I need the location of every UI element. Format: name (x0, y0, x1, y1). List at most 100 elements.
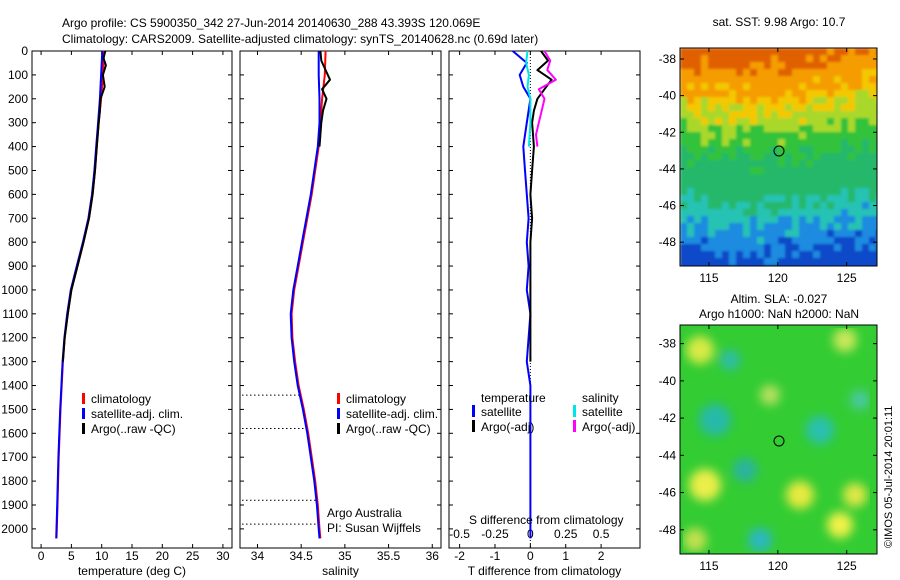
sst-cell (722, 195, 729, 202)
sst-cell (806, 160, 813, 167)
sst-cell (680, 223, 687, 230)
sst-cell (813, 55, 820, 62)
sst-cell (792, 195, 799, 202)
sst-cell (722, 83, 729, 90)
sst-cell (687, 195, 694, 202)
sst-cell (743, 125, 750, 132)
sst-cell (848, 118, 855, 125)
sst-cell (834, 237, 841, 244)
sst-cell (722, 118, 729, 125)
sst-cell (694, 188, 701, 195)
x-tick-label: 0 (38, 549, 45, 563)
sst-cell (736, 48, 743, 55)
sst-cell (848, 244, 855, 251)
sst-cell (813, 251, 820, 258)
sst-cell (736, 237, 743, 244)
sst-cell (848, 188, 855, 195)
sst-cell (715, 174, 722, 181)
sst-cell (694, 69, 701, 76)
sst-cell (848, 132, 855, 139)
sst-cell (687, 97, 694, 104)
sst-cell (855, 132, 862, 139)
sst-cell (785, 76, 792, 83)
sst-cell (799, 202, 806, 209)
sst-cell (841, 258, 848, 265)
sst-cell (680, 174, 687, 181)
sst-cell (708, 244, 715, 251)
y-tick-label: 1000 (1, 283, 28, 297)
sst-cell (701, 111, 708, 118)
sst-cell (841, 55, 848, 62)
sst-cell (820, 202, 827, 209)
sst-cell (729, 251, 736, 258)
sst-cell (855, 125, 862, 132)
sst-cell (708, 202, 715, 209)
sst-cell (862, 188, 869, 195)
map-x-tick-label: 125 (837, 559, 857, 573)
sst-cell (827, 111, 834, 118)
plot-frame (448, 50, 641, 549)
sst-cell (855, 146, 862, 153)
sst-cell (757, 244, 764, 251)
sst-cell (820, 188, 827, 195)
sst-cell (694, 244, 701, 251)
sst-cell (834, 209, 841, 216)
sst-cell (792, 69, 799, 76)
sst-cell (722, 76, 729, 83)
sst-cell (848, 55, 855, 62)
sst-cell (855, 48, 862, 55)
sst-cell (820, 62, 827, 69)
sla-anomaly-patch (699, 404, 731, 436)
sst-cell (764, 62, 771, 69)
y-tick-label: 1500 (1, 402, 28, 416)
sst-cell (680, 118, 687, 125)
sst-cell (862, 48, 869, 55)
sst-cell (764, 118, 771, 125)
sst-cell (862, 62, 869, 69)
sst-cell (848, 160, 855, 167)
sst-cell (743, 97, 750, 104)
sst-cell (757, 146, 764, 153)
sst-cell (708, 83, 715, 90)
sst-cell (785, 62, 792, 69)
sst-cell (701, 146, 708, 153)
sst-cell (827, 132, 834, 139)
sst-cell (764, 188, 771, 195)
sst-cell (792, 90, 799, 97)
sst-cell (771, 76, 778, 83)
sst-cell (743, 139, 750, 146)
sst-cell (862, 146, 869, 153)
sst-cell (715, 62, 722, 69)
sst-cell (778, 251, 785, 258)
sst-cell (729, 83, 736, 90)
series-line (512, 50, 532, 539)
sst-cell (855, 209, 862, 216)
sst-cell (855, 153, 862, 160)
sst-cell (757, 160, 764, 167)
sst-cell (771, 90, 778, 97)
sst-cell (694, 167, 701, 174)
sst-cell (820, 216, 827, 223)
sst-cell (841, 97, 848, 104)
sst-cell (813, 223, 820, 230)
sst-cell (827, 125, 834, 132)
sst-cell (764, 97, 771, 104)
sst-cell (813, 132, 820, 139)
sst-cell (701, 160, 708, 167)
sst-cell (715, 237, 722, 244)
sst-cell (771, 104, 778, 111)
sst-cell (778, 111, 785, 118)
legend-swatch-satellite (337, 408, 340, 419)
y-tick-label: 1600 (1, 426, 28, 440)
sst-cell (743, 48, 750, 55)
sst-cell (778, 153, 785, 160)
sst-cell (729, 230, 736, 237)
sst-cell (869, 104, 876, 111)
sst-cell (806, 244, 813, 251)
sst-cell (778, 230, 785, 237)
sst-cell (680, 209, 687, 216)
sst-cell (778, 216, 785, 223)
sst-cell (715, 195, 722, 202)
top-tick-label: -0.5 (449, 527, 470, 541)
sst-cell (820, 209, 827, 216)
